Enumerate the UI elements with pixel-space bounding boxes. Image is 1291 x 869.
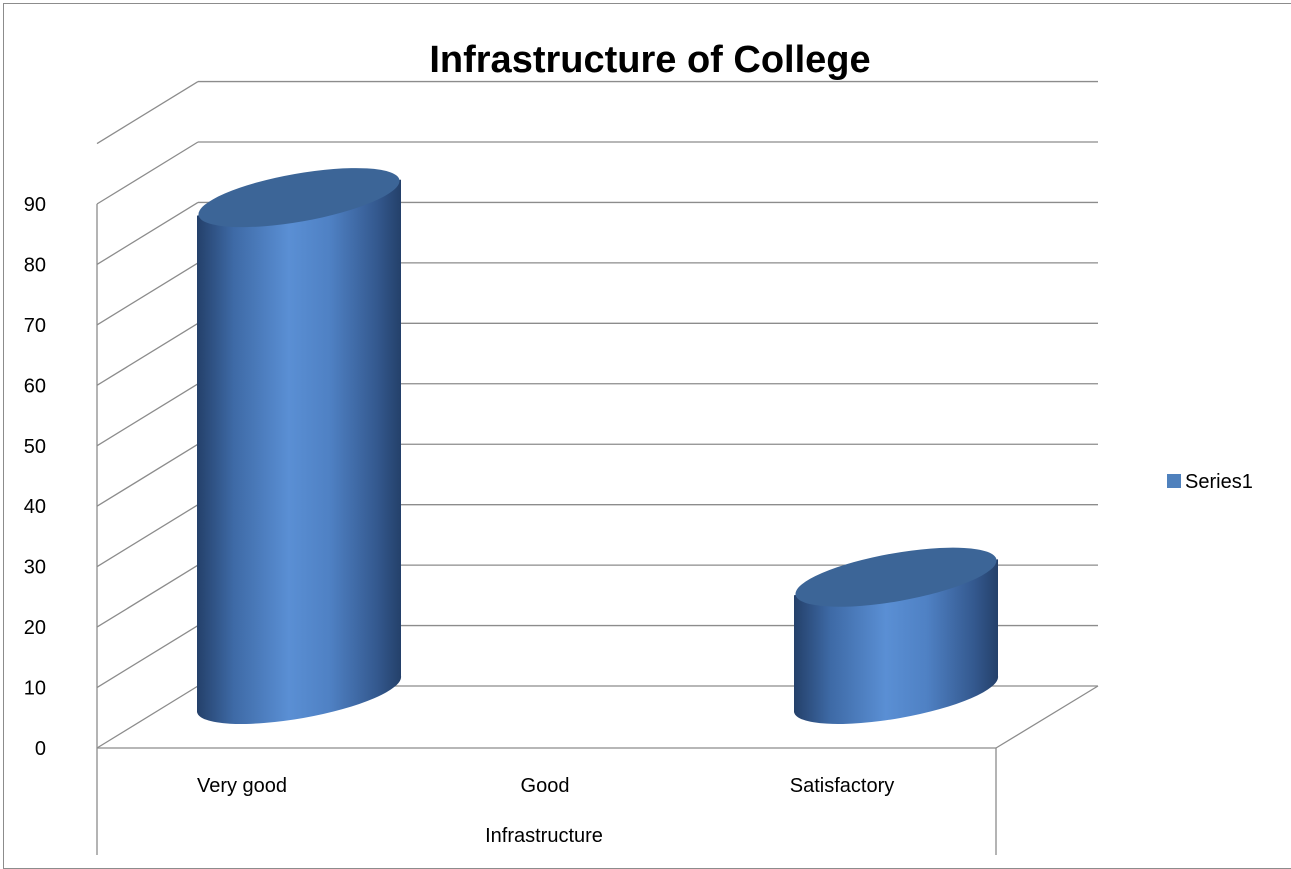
- gridline-wall-20: [96, 564, 199, 628]
- y-tick-label-20: 20: [24, 617, 46, 639]
- x-axis-title: Infrastructure: [485, 825, 603, 847]
- y-tick-label-50: 50: [24, 436, 46, 458]
- bar-top-2: [795, 547, 997, 607]
- legend-label-series1: Series1: [1185, 471, 1253, 493]
- bar-0: [197, 168, 402, 724]
- bar-2: [794, 547, 999, 724]
- floor-left-edge: [96, 685, 199, 749]
- gridline-wall-80: [96, 201, 199, 265]
- bar-body-0: [197, 179, 402, 724]
- gridline-wall-60: [96, 322, 199, 386]
- y-tick-label-10: 10: [24, 678, 46, 700]
- chart-title: Infrastructure of College: [429, 39, 870, 81]
- gridline-wall-10: [96, 625, 199, 689]
- category-label-1: Good: [521, 775, 570, 797]
- y-tick-label-90: 90: [24, 194, 46, 216]
- bar-top-0: [198, 168, 400, 228]
- y-tick-label-60: 60: [24, 375, 46, 397]
- legend-swatch-series1: [1167, 474, 1181, 488]
- gridline-wall-90: [96, 141, 199, 205]
- gridline-wall-40: [96, 443, 199, 507]
- gridline-wall-70: [96, 262, 199, 326]
- y-tick-label-40: 40: [24, 496, 46, 518]
- gridline-wall-50: [96, 383, 199, 447]
- floor-right-edge: [995, 685, 1099, 749]
- legend: Series1: [1167, 471, 1253, 493]
- category-label-2: Satisfactory: [790, 775, 894, 797]
- gridline-wall-30: [96, 504, 199, 568]
- y-tick-labels: 0 10 20 30 40 50 60 70 80 90: [24, 194, 46, 760]
- y-tick-label-0: 0: [35, 738, 46, 760]
- y-tick-label-80: 80: [24, 254, 46, 276]
- category-labels: Very good Good Satisfactory: [197, 775, 894, 797]
- y-tick-label-70: 70: [24, 315, 46, 337]
- category-label-0: Very good: [197, 775, 287, 797]
- y-tick-label-30: 30: [24, 557, 46, 579]
- bars: [197, 168, 999, 724]
- gridline-wall-100: [96, 81, 199, 145]
